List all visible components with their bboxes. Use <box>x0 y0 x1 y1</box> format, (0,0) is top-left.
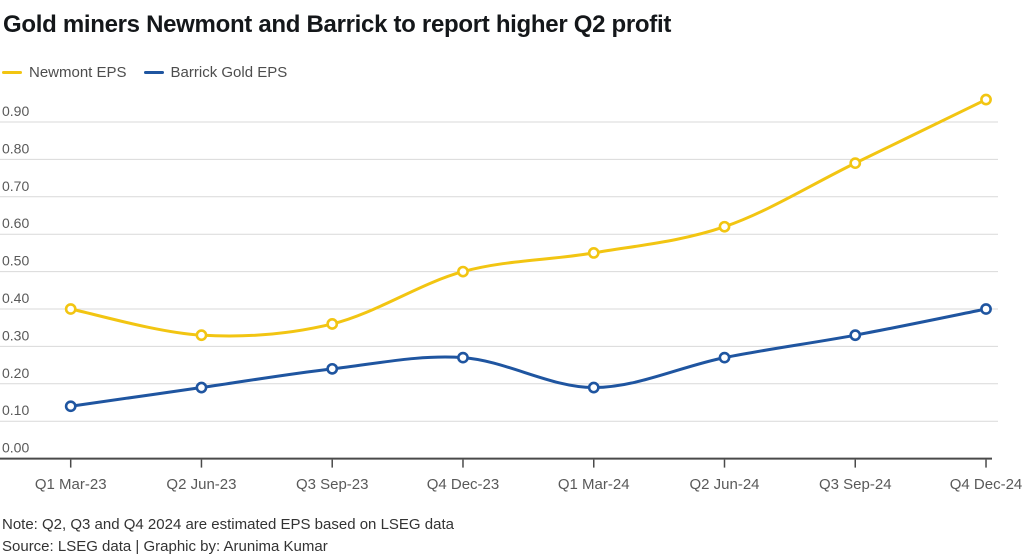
data-point-marker <box>64 400 77 413</box>
data-point-marker <box>457 351 469 364</box>
x-tick-label: Q1 Mar-24 <box>558 476 630 493</box>
data-point-marker <box>64 303 77 315</box>
data-point-marker <box>587 246 600 259</box>
x-tick-label: Q4 Dec-23 <box>427 476 500 493</box>
data-point-marker <box>980 93 992 106</box>
page-title: Gold miners Newmont and Barrick to repor… <box>3 11 672 38</box>
data-point-marker <box>457 265 469 278</box>
data-point-marker <box>326 362 339 375</box>
data-point-marker <box>718 220 731 233</box>
y-tick-label: 0.50 <box>2 253 29 269</box>
y-tick-label: 0.80 <box>2 140 29 156</box>
y-tick-label: 0.70 <box>2 178 29 194</box>
chart-note: Note: Q2, Q3 and Q4 2024 are estimated E… <box>2 516 454 533</box>
data-point-marker <box>587 381 600 394</box>
data-point-marker <box>718 351 731 364</box>
legend-label-barrick: Barrick Gold EPS <box>170 64 288 81</box>
series-line-0 <box>69 98 988 338</box>
x-tick-label: Q2 Jun-23 <box>166 476 236 493</box>
data-point-marker <box>849 329 862 342</box>
series-line-1 <box>69 307 988 408</box>
legend-item-barrick: Barrick Gold EPS <box>143 64 288 81</box>
x-tick-label: Q2 Jun-24 <box>689 476 759 493</box>
y-tick-label: 0.90 <box>2 103 29 119</box>
data-point-marker <box>195 329 208 342</box>
x-tick-label: Q1 Mar-23 <box>35 476 107 493</box>
data-point-marker <box>980 303 992 315</box>
data-point-marker <box>326 318 339 330</box>
y-tick-label: 0.20 <box>2 365 29 381</box>
legend-swatch-newmont-icon <box>2 70 22 75</box>
chart-legend: Newmont EPS Barrick Gold EPS <box>2 64 287 81</box>
y-tick-label: 0.60 <box>2 215 29 231</box>
x-tick-label: Q3 Sep-23 <box>296 476 369 493</box>
legend-item-newmont: Newmont EPS <box>2 64 127 81</box>
data-point-marker <box>849 157 862 170</box>
legend-swatch-barrick-icon <box>143 70 164 75</box>
chart-source: Source: LSEG data | Graphic by: Arunima … <box>2 538 328 555</box>
legend-label-newmont: Newmont EPS <box>29 64 127 81</box>
y-tick-label: 0.00 <box>2 440 29 456</box>
y-tick-label: 0.10 <box>2 402 29 418</box>
data-point-marker <box>195 381 208 394</box>
x-tick-label: Q4 Dec-24 <box>950 476 1023 493</box>
y-tick-label: 0.40 <box>2 290 29 306</box>
y-tick-label: 0.30 <box>2 327 29 343</box>
x-tick-label: Q3 Sep-24 <box>819 476 892 493</box>
